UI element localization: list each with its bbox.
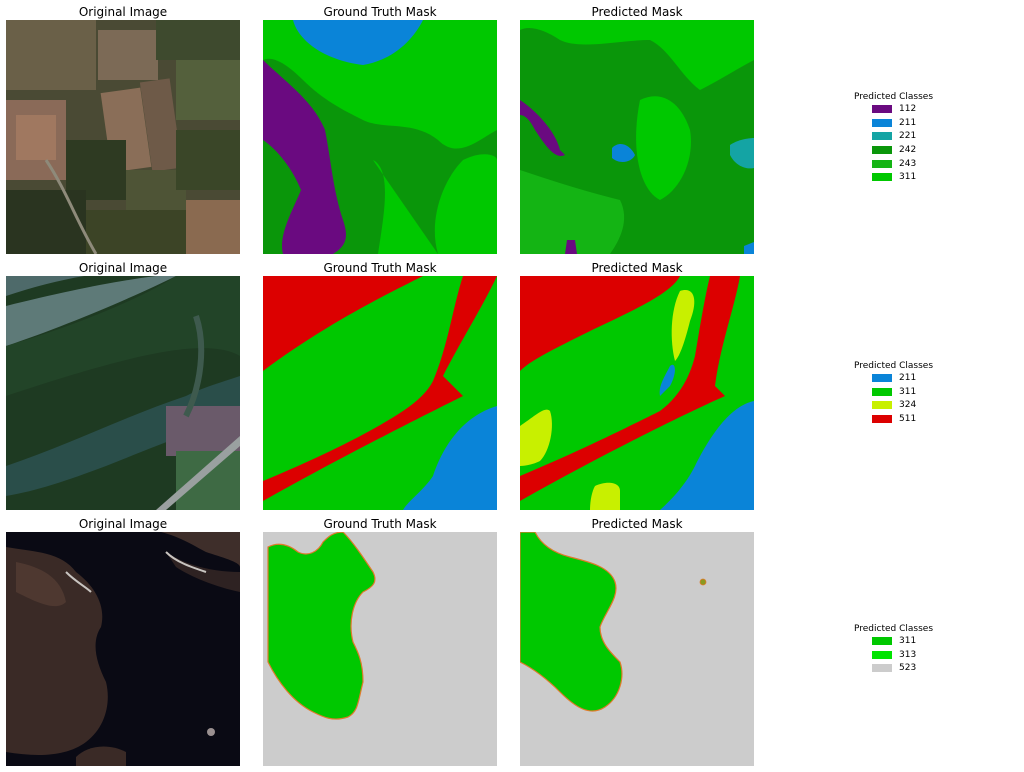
- legend-entry: 311: [854, 635, 944, 649]
- legend-swatch: [872, 132, 892, 141]
- row2-predicted-mask: [520, 276, 754, 510]
- row2-original-image: [6, 276, 240, 510]
- legend-label: 242: [899, 145, 917, 156]
- legend-swatch: [872, 146, 892, 155]
- legend-swatch: [872, 374, 892, 382]
- legend-entry: 242: [854, 144, 944, 158]
- legend-entry: 523: [854, 662, 944, 676]
- row1-predicted-mask: [520, 20, 754, 254]
- legend-entry: 311: [854, 386, 944, 400]
- legend-swatch: [872, 173, 892, 182]
- legend-swatch: [872, 387, 892, 396]
- row3-predicted-mask: [520, 532, 754, 766]
- legend-entry: 511: [854, 413, 944, 427]
- legend-label: 112: [899, 104, 917, 114]
- legend-label: 511: [899, 414, 917, 425]
- row2-original-title: Original Image: [78, 261, 168, 275]
- legend-label: 211: [899, 117, 917, 128]
- legend-label: 211: [899, 373, 917, 383]
- row1-predicted-title: Predicted Mask: [591, 5, 683, 19]
- row1-original-image: [6, 20, 240, 254]
- legend-swatch: [872, 664, 892, 673]
- row1-ground-truth-title: Ground Truth Mask: [323, 5, 437, 19]
- row3-ground-truth-title: Ground Truth Mask: [323, 517, 437, 531]
- legend-entry: 243: [854, 158, 944, 172]
- row1-ground-truth-mask: [263, 20, 497, 254]
- legend-label: 311: [899, 172, 917, 183]
- legend-label: 311: [899, 386, 917, 397]
- legend-swatch: [872, 415, 892, 424]
- row3-original-image: [6, 532, 240, 766]
- row2-legend-title: Predicted Classes: [854, 361, 934, 371]
- legend-entry: 211: [854, 117, 944, 131]
- legend-entry: 211: [854, 372, 944, 386]
- row3-legend: Predicted Classes 311 313 523: [854, 623, 944, 676]
- row3-predicted-title: Predicted Mask: [591, 517, 683, 531]
- legend-label: 221: [899, 131, 917, 142]
- row3-original-title: Original Image: [78, 517, 168, 531]
- legend-swatch: [872, 650, 892, 659]
- legend-label: 243: [899, 158, 917, 169]
- row3-ground-truth-mask: [263, 532, 497, 766]
- legend-entry: 311: [854, 171, 944, 185]
- row1-legend-title: Predicted Classes: [854, 92, 934, 102]
- legend-swatch: [872, 401, 892, 410]
- row1-original-title: Original Image: [78, 5, 168, 19]
- legend-label: 313: [899, 649, 917, 660]
- legend-swatch: [872, 637, 892, 645]
- legend-entry: 324: [854, 399, 944, 413]
- row2-legend: Predicted Classes 211 311 324 511: [854, 360, 944, 427]
- legend-label: 311: [899, 636, 917, 646]
- row1-legend: Predicted Classes 112 211 221 242 243 31…: [854, 91, 944, 185]
- legend-entry: 221: [854, 130, 944, 144]
- legend-swatch: [872, 118, 892, 127]
- row3-legend-title: Predicted Classes: [854, 624, 934, 634]
- row2-predicted-title: Predicted Mask: [591, 261, 683, 275]
- legend-entry: 313: [854, 649, 944, 663]
- legend-swatch: [872, 105, 892, 113]
- legend-entry: 112: [854, 103, 944, 117]
- legend-swatch: [872, 159, 892, 168]
- legend-label: 324: [899, 400, 917, 411]
- legend-label: 523: [899, 663, 917, 674]
- row2-ground-truth-mask: [263, 276, 497, 510]
- row2-ground-truth-title: Ground Truth Mask: [323, 261, 437, 275]
